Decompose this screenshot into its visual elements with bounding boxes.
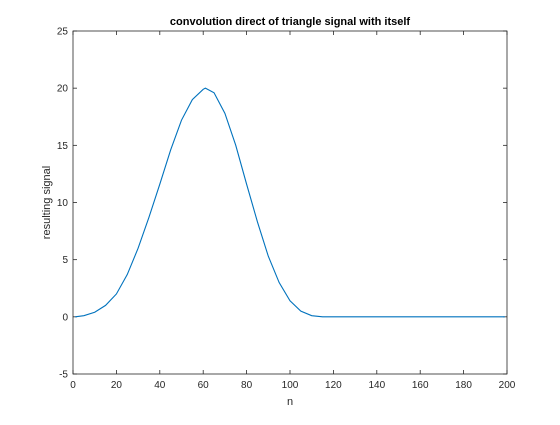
y-tick-label: -5: [59, 370, 68, 381]
x-tick-label: 20: [111, 380, 123, 391]
x-tick-label: 40: [154, 380, 166, 391]
axes-box: [72, 30, 508, 375]
plot-area: [73, 31, 507, 374]
y-tick-label: 10: [57, 198, 69, 209]
series-line: [75, 87, 505, 318]
x-tick-label: 200: [499, 380, 516, 391]
y-tick-label: 5: [62, 255, 68, 266]
y-tick-label: 20: [57, 84, 69, 95]
y-tick-label: 15: [57, 141, 69, 152]
x-tick-label: 60: [198, 380, 210, 391]
x-axis-label: n: [287, 396, 293, 408]
x-tick-label: 100: [282, 380, 299, 391]
x-tick-label: 0: [70, 380, 76, 391]
x-tick-label: 80: [241, 380, 253, 391]
x-tick-label: 120: [325, 380, 342, 391]
x-tick-label: 160: [412, 380, 429, 391]
y-tick-label: 0: [62, 312, 68, 323]
x-tick-label: 140: [368, 380, 385, 391]
chart-title: convolution direct of triangle signal wi…: [170, 16, 411, 28]
x-tick-label: 180: [455, 380, 472, 391]
y-tick-label: 25: [57, 27, 69, 38]
y-axis-label: resulting signal: [41, 166, 53, 239]
